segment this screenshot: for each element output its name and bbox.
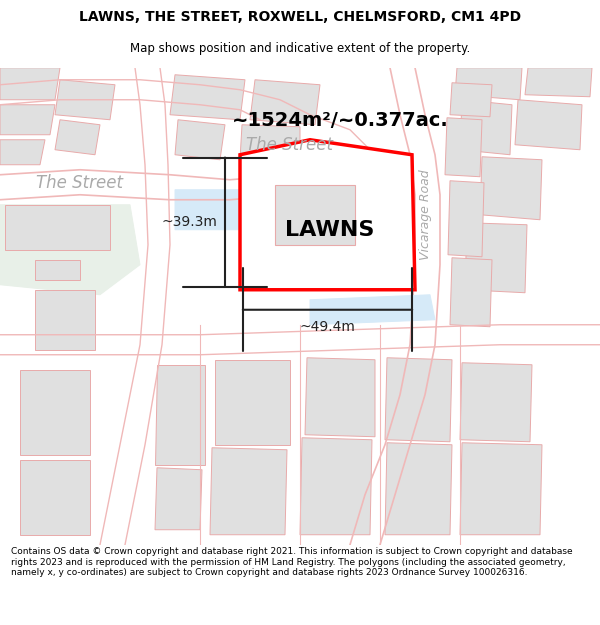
Text: ~1524m²/~0.377ac.: ~1524m²/~0.377ac. — [232, 111, 448, 130]
Text: The Street: The Street — [37, 174, 124, 192]
Polygon shape — [215, 360, 290, 445]
Text: Vicarage Road: Vicarage Road — [419, 169, 431, 260]
Polygon shape — [0, 140, 45, 165]
Polygon shape — [250, 165, 298, 205]
Text: ~49.4m: ~49.4m — [299, 320, 355, 334]
Polygon shape — [240, 125, 300, 165]
Text: LAWNS, THE STREET, ROXWELL, CHELMSFORD, CM1 4PD: LAWNS, THE STREET, ROXWELL, CHELMSFORD, … — [79, 10, 521, 24]
Polygon shape — [450, 258, 492, 327]
Polygon shape — [300, 438, 372, 535]
Polygon shape — [35, 290, 95, 350]
Polygon shape — [250, 80, 320, 125]
Polygon shape — [448, 181, 484, 257]
Polygon shape — [460, 442, 542, 535]
Polygon shape — [55, 80, 115, 120]
Polygon shape — [305, 357, 375, 437]
Polygon shape — [155, 365, 205, 465]
Polygon shape — [210, 448, 287, 535]
Polygon shape — [460, 100, 512, 155]
Polygon shape — [460, 362, 532, 442]
Polygon shape — [35, 260, 80, 280]
Polygon shape — [20, 460, 90, 535]
Polygon shape — [455, 68, 522, 100]
Polygon shape — [525, 68, 592, 97]
Polygon shape — [175, 190, 255, 230]
Text: ~39.3m: ~39.3m — [161, 215, 217, 229]
Polygon shape — [480, 157, 542, 220]
Polygon shape — [170, 75, 245, 120]
Polygon shape — [0, 105, 55, 135]
Polygon shape — [240, 140, 415, 290]
Text: The Street: The Street — [247, 136, 334, 154]
Text: Map shows position and indicative extent of the property.: Map shows position and indicative extent… — [130, 42, 470, 55]
Polygon shape — [55, 120, 100, 155]
Text: LAWNS: LAWNS — [286, 220, 374, 240]
Polygon shape — [385, 442, 452, 535]
Polygon shape — [20, 370, 90, 455]
Polygon shape — [175, 120, 225, 160]
Polygon shape — [450, 82, 492, 117]
Polygon shape — [275, 185, 355, 245]
Polygon shape — [0, 205, 140, 295]
Polygon shape — [385, 357, 452, 442]
Polygon shape — [5, 205, 110, 250]
Polygon shape — [515, 100, 582, 150]
Polygon shape — [465, 222, 527, 292]
Polygon shape — [445, 118, 482, 177]
Text: Contains OS data © Crown copyright and database right 2021. This information is : Contains OS data © Crown copyright and d… — [11, 548, 572, 578]
Polygon shape — [155, 468, 202, 530]
Polygon shape — [310, 295, 435, 325]
Polygon shape — [0, 68, 60, 100]
